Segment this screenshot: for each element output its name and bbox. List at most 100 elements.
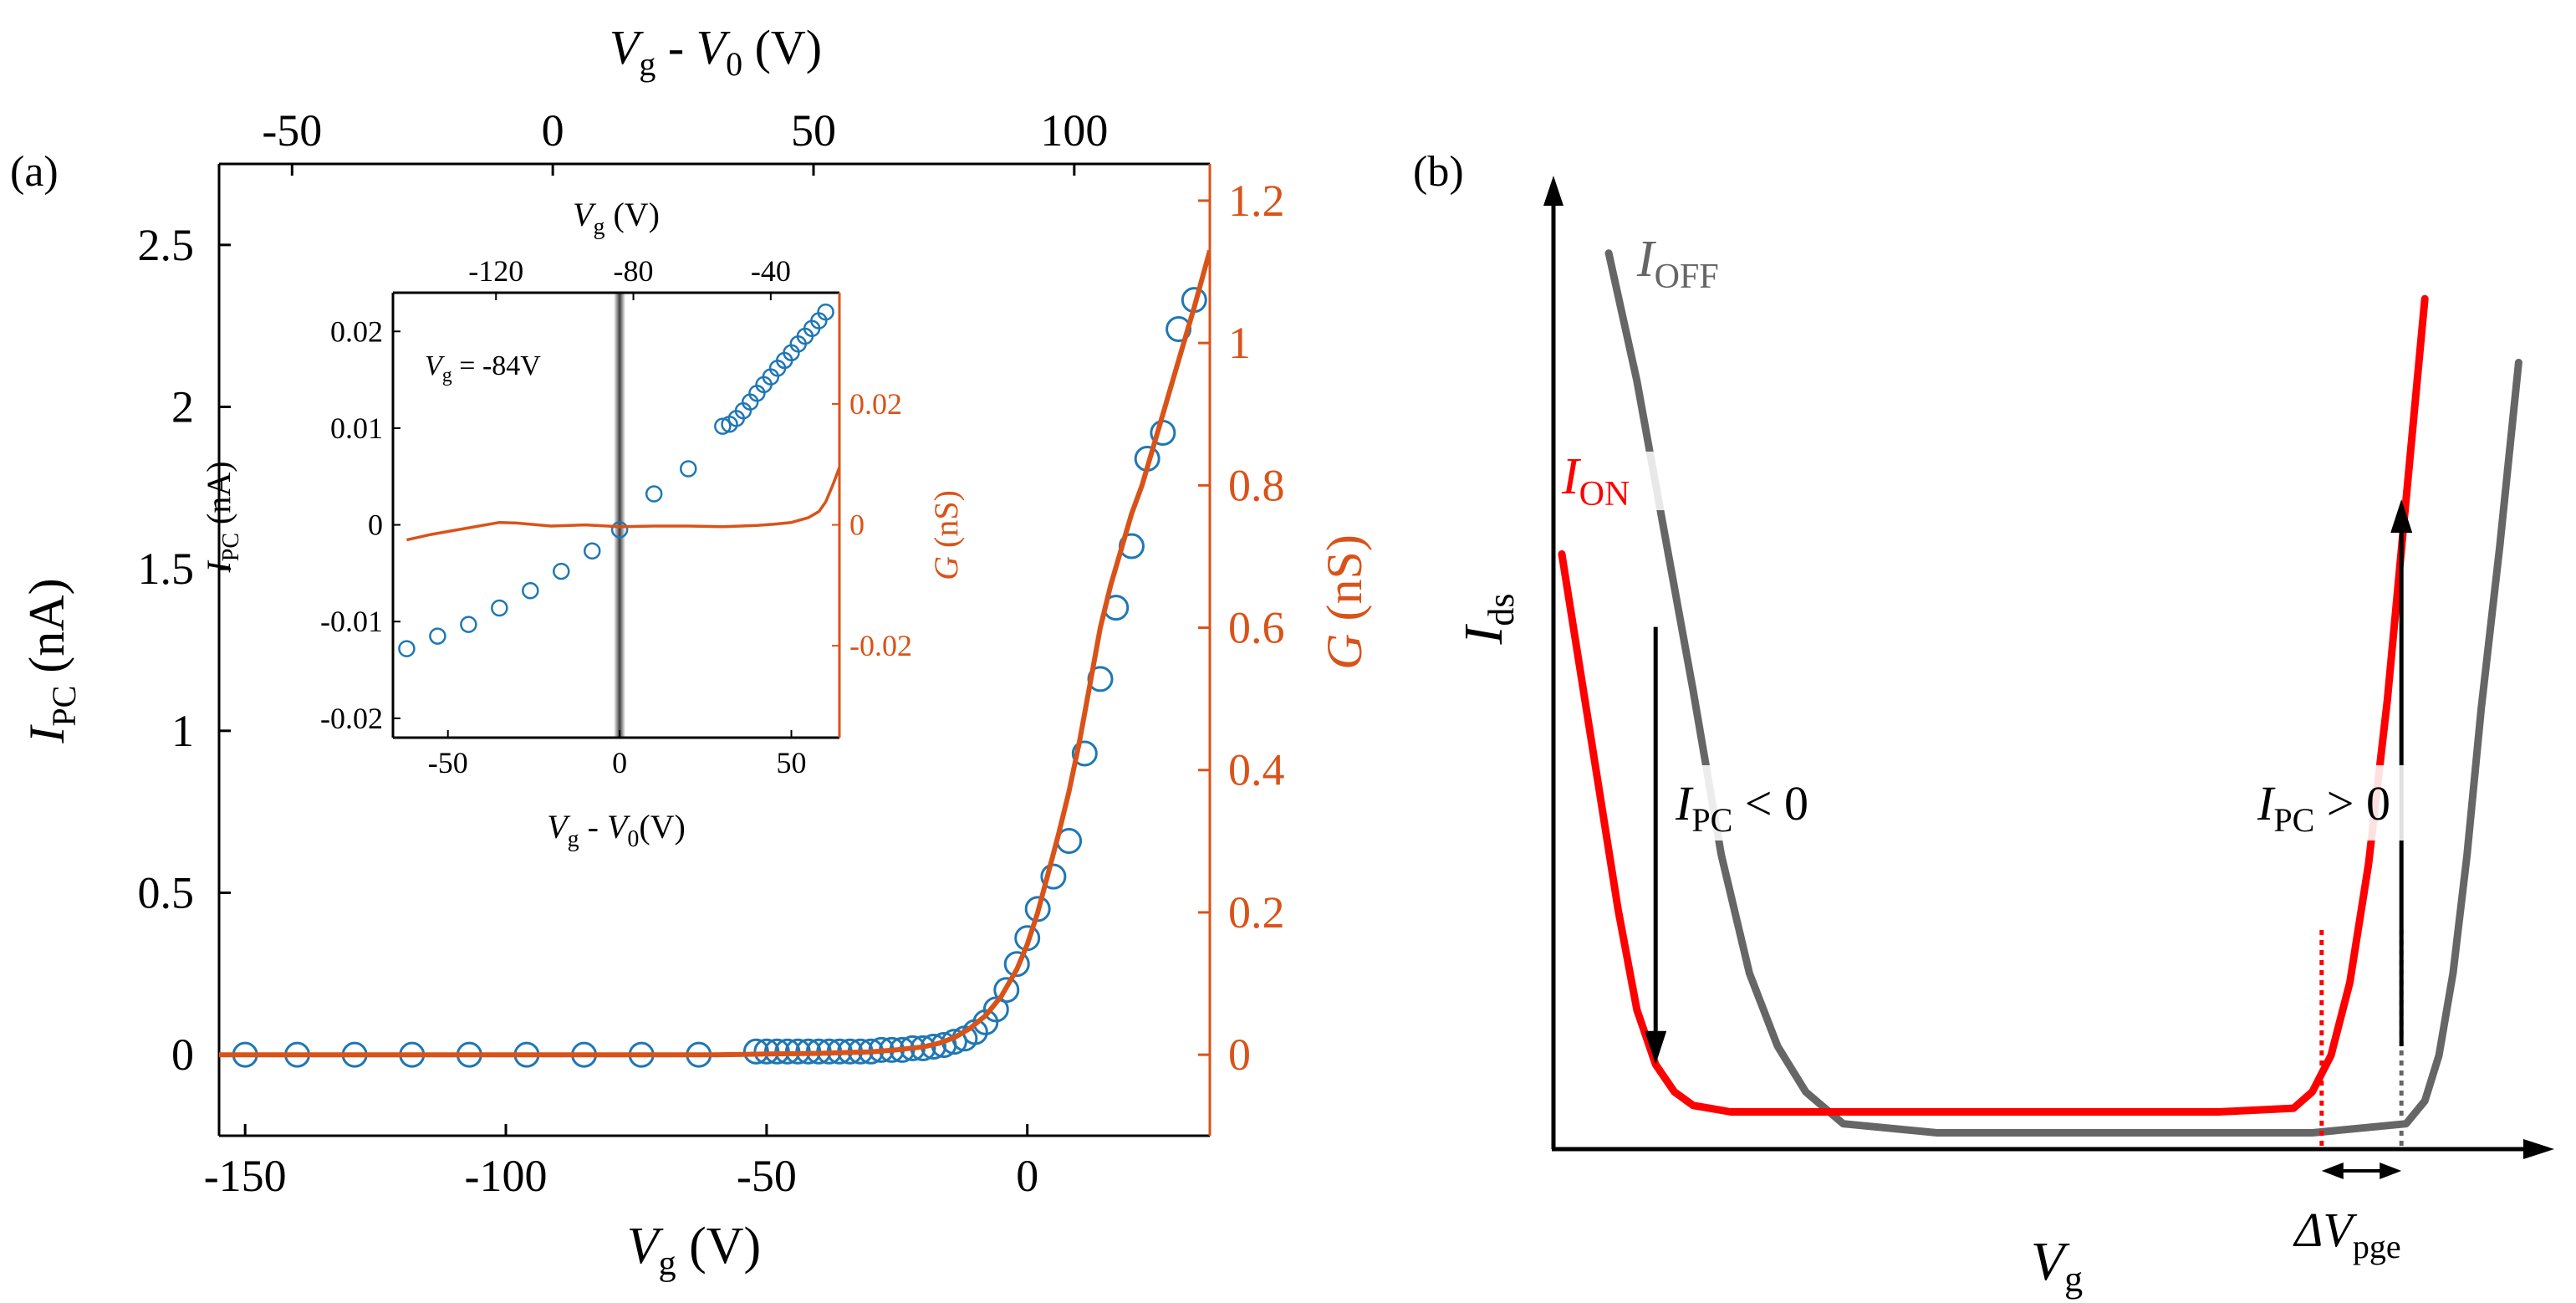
y-right-tick-label: 0 xyxy=(1228,1030,1251,1080)
label-part: V xyxy=(610,20,645,74)
inset-y-left-tick-label: -0.01 xyxy=(320,605,383,638)
ipc-data-point xyxy=(1071,740,1098,767)
y-left-tick-label: 2.5 xyxy=(138,220,195,270)
panel-a-top-axis-label: Vg - V0 (V) xyxy=(610,20,822,83)
inset-x-tick-label: 0 xyxy=(612,746,627,779)
label-part: g xyxy=(2064,1259,2083,1300)
label-part: PC xyxy=(45,686,83,727)
panel-b: (b) Ids Vg IOFF ION IPC < 0 xyxy=(1413,148,2554,1300)
label-part: V xyxy=(627,1218,664,1275)
inset-top-x-tick-label: -80 xyxy=(614,254,654,288)
inset-conductance-line xyxy=(406,467,839,542)
label-part: (V) xyxy=(676,1218,762,1275)
label-part: (V) xyxy=(604,196,660,233)
inset-ipc-data-point xyxy=(680,460,697,478)
panel-a-label: (a) xyxy=(10,148,59,196)
y-right-tick-label: 0.4 xyxy=(1228,745,1285,795)
inset-chart: -50 0 50-120 -80 -40-0.02-0.0100.010.02-0.02… xyxy=(200,196,965,852)
inset-y-left-tick-label: 0 xyxy=(368,508,383,542)
label-part: g xyxy=(593,214,604,240)
i-on-label-group: ION xyxy=(1561,448,1665,514)
label-part: I xyxy=(1675,776,1694,830)
inset-top-axis-label: Vg (V) xyxy=(573,196,660,240)
ipc-positive-arrow-head xyxy=(2390,499,2413,533)
y-left-tick-label: 2 xyxy=(171,382,194,432)
panel-b-y-axis-label: Ids xyxy=(1453,593,1522,645)
top-x-tick-label: 100 xyxy=(1040,105,1108,156)
ipc-positive-annotation-background xyxy=(2253,765,2462,841)
panel-a-left-y-axis-label: IPC (nA) xyxy=(19,578,83,743)
label-part: ON xyxy=(1579,475,1630,514)
label-part: ds xyxy=(1481,593,1522,626)
label-part: pge xyxy=(2353,1228,2401,1265)
label-part: I xyxy=(19,724,74,744)
inset-left-y-axis-label: IPC (nA) xyxy=(200,461,244,573)
label-part: I xyxy=(200,560,237,574)
inset-y-right-tick-label: -0.02 xyxy=(849,629,912,662)
ipc-positive-annotation-group: IPC > 0 xyxy=(2253,765,2462,841)
delta-vpge-arrowhead-left xyxy=(2321,1162,2344,1179)
inset-x-tick-label: -50 xyxy=(428,746,468,779)
label-part: g xyxy=(639,45,655,83)
label-part: (nA) xyxy=(19,578,74,685)
label-part: (nS) xyxy=(1317,534,1372,633)
panel-a-axes: -150 -100 -50 0-50 0 50 10000.511.522.500.20.4… xyxy=(138,105,1285,1201)
y-left-tick-label: 1.5 xyxy=(138,544,195,594)
top-x-tick-label: -50 xyxy=(262,105,322,156)
i-on-label: ION xyxy=(1561,448,1630,514)
label-part: I xyxy=(1636,231,1657,288)
label-part: > 0 xyxy=(2314,776,2390,830)
label-part: V xyxy=(547,808,571,846)
ipc-negative-annotation: IPC < 0 xyxy=(1675,776,1808,839)
ipc-negative-annotation-group: IPC < 0 xyxy=(1671,765,1880,841)
label-part: OFF xyxy=(1655,258,1719,296)
i-off-label: IOFF xyxy=(1636,231,1719,296)
panel-b-x-axis-label: Vg xyxy=(2031,1231,2083,1300)
inset-x-axis-label: Vg - V0(V) xyxy=(547,808,686,852)
inset-x-tick-label: 50 xyxy=(776,746,806,779)
ipc-data-point xyxy=(1024,896,1051,922)
label-part: ΔV xyxy=(2293,1203,2358,1257)
label-part: - xyxy=(655,20,696,74)
inset-ipc-data-point xyxy=(429,627,446,645)
label-part: G xyxy=(1317,634,1372,670)
label-part: G xyxy=(927,556,965,580)
inset-axes: -50 0 50 -120 -80 -40 -0.02 -0.01 0 0.01 0.02 -0.02… xyxy=(320,254,912,779)
label-part: PC xyxy=(218,533,244,561)
ipc-negative-annotation-background xyxy=(1671,765,1880,841)
label-part: (V) xyxy=(742,20,822,74)
label-part: - xyxy=(579,808,607,846)
inset-y-left-tick-label: -0.02 xyxy=(320,702,383,735)
label-part: V xyxy=(2031,1231,2070,1292)
inset-top-x-tick-label: -120 xyxy=(468,254,523,288)
inset-ipc-data-point xyxy=(817,303,834,321)
label-part: PC xyxy=(1691,801,1732,839)
label-part: < 0 xyxy=(1732,776,1808,830)
x-tick-label: -100 xyxy=(465,1151,548,1201)
y-right-tick-label: 0.6 xyxy=(1228,603,1285,653)
panel-b-data xyxy=(1558,249,2522,1179)
panel-b-label: (b) xyxy=(1413,148,1464,196)
label-part: (nA) xyxy=(200,461,237,533)
inset-y-right-tick-label: 0 xyxy=(849,508,865,542)
inset-y-left-tick-label: 0.01 xyxy=(330,411,383,445)
y-right-tick-label: 0.8 xyxy=(1228,460,1285,510)
ipc-data-point xyxy=(993,977,1020,1004)
ipc-data-point xyxy=(982,996,1009,1023)
label-part: I xyxy=(2257,776,2276,830)
label-part: I xyxy=(1453,624,1514,646)
label-part: g xyxy=(659,1244,676,1283)
ipc-positive-annotation: IPC > 0 xyxy=(2257,776,2390,839)
delta-vpge-label: ΔVpge xyxy=(2293,1203,2400,1265)
panel-a-x-axis-label: Vg (V) xyxy=(627,1218,761,1283)
label-part: PC xyxy=(2273,801,2314,839)
ipc-negative-arrow-head xyxy=(1645,1030,1667,1065)
label-part: V xyxy=(573,196,597,233)
inset-y-right-tick-label: 0.02 xyxy=(849,387,902,421)
y-right-tick-label: 0.2 xyxy=(1228,887,1285,938)
i-on-label-background xyxy=(1562,452,1665,510)
inset-ipc-data-point xyxy=(583,542,601,560)
inset-ipc-data-point xyxy=(522,581,539,600)
panel-b-y-axis-arrowhead xyxy=(1543,176,1563,206)
inset-ipc-data-point xyxy=(460,616,477,633)
